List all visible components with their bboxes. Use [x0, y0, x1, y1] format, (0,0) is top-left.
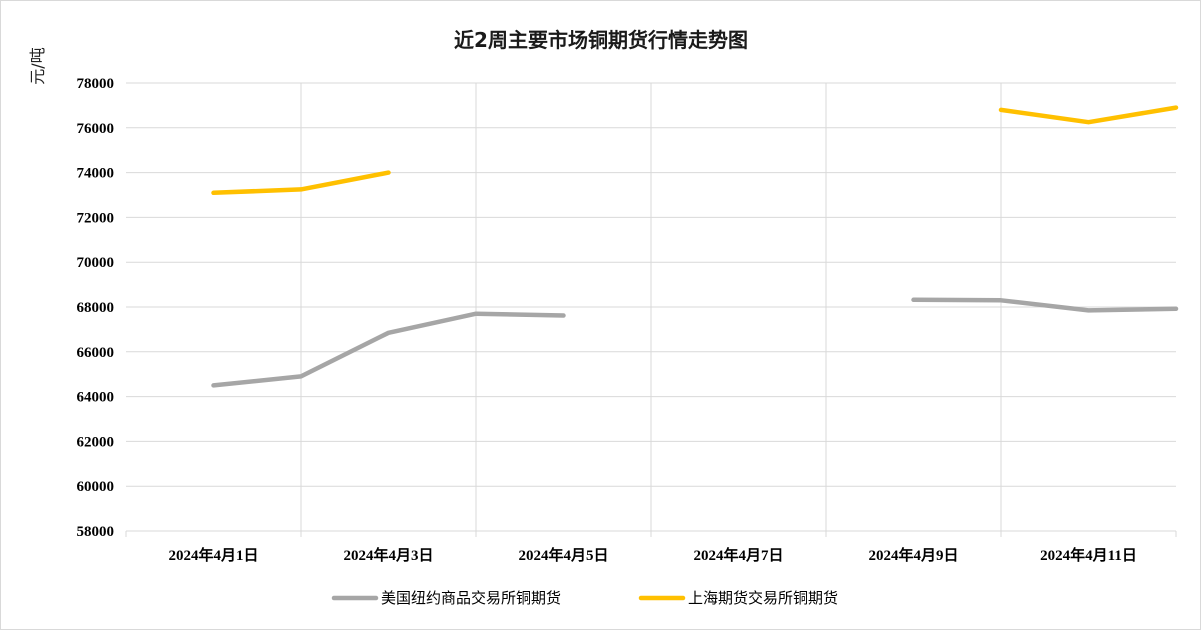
x-axis-ticks: 2024年4月1日 2024年4月3日 2024年4月5日 2024年4月7日 2024…: [168, 546, 1136, 564]
chart-title: 近2周主要市场铜期货行情走势图: [454, 28, 748, 52]
y-tick-label: 70000: [77, 255, 115, 271]
y-tick-label: 66000: [77, 345, 115, 361]
series-line-segment: [211, 170, 391, 196]
series-2: [211, 105, 1179, 196]
x-tick-label: 2024年4月7日: [693, 546, 783, 564]
y-tick-label: 60000: [77, 479, 115, 495]
legend: 美国纽约商品交易所铜期货 上海期货交易所铜期货: [331, 589, 838, 607]
x-tick-label: 2024年4月9日: [868, 546, 958, 564]
x-tick-label: 2024年4月5日: [518, 546, 608, 564]
series-line-segment: [998, 105, 1179, 125]
series-line-segment: [911, 297, 1179, 313]
series-1: [211, 297, 1179, 388]
y-tick-label: 78000: [77, 76, 115, 92]
series-lines: [211, 105, 1179, 388]
legend-label: 上海期货交易所铜期货: [688, 589, 838, 607]
y-tick-label: 64000: [77, 390, 115, 406]
y-axis-label: 元/吨: [28, 47, 47, 84]
y-tick-label: 76000: [77, 121, 115, 137]
y-tick-label: 62000: [77, 434, 115, 450]
y-tick-label: 74000: [77, 166, 115, 182]
y-tick-label: 58000: [77, 524, 115, 540]
x-tick-label: 2024年4月11日: [1040, 546, 1137, 564]
y-tick-label: 68000: [77, 300, 115, 316]
legend-label: 美国纽约商品交易所铜期货: [381, 589, 561, 607]
y-tick-label: 72000: [77, 210, 115, 226]
x-tick-label: 2024年4月3日: [343, 546, 433, 564]
y-axis-ticks: 58000 60000 62000 64000 66000 68000 70000 72000…: [77, 76, 115, 540]
x-tick-label: 2024年4月1日: [168, 546, 258, 564]
series-line-segment: [211, 311, 566, 388]
grid-lines: [125, 82, 1177, 537]
